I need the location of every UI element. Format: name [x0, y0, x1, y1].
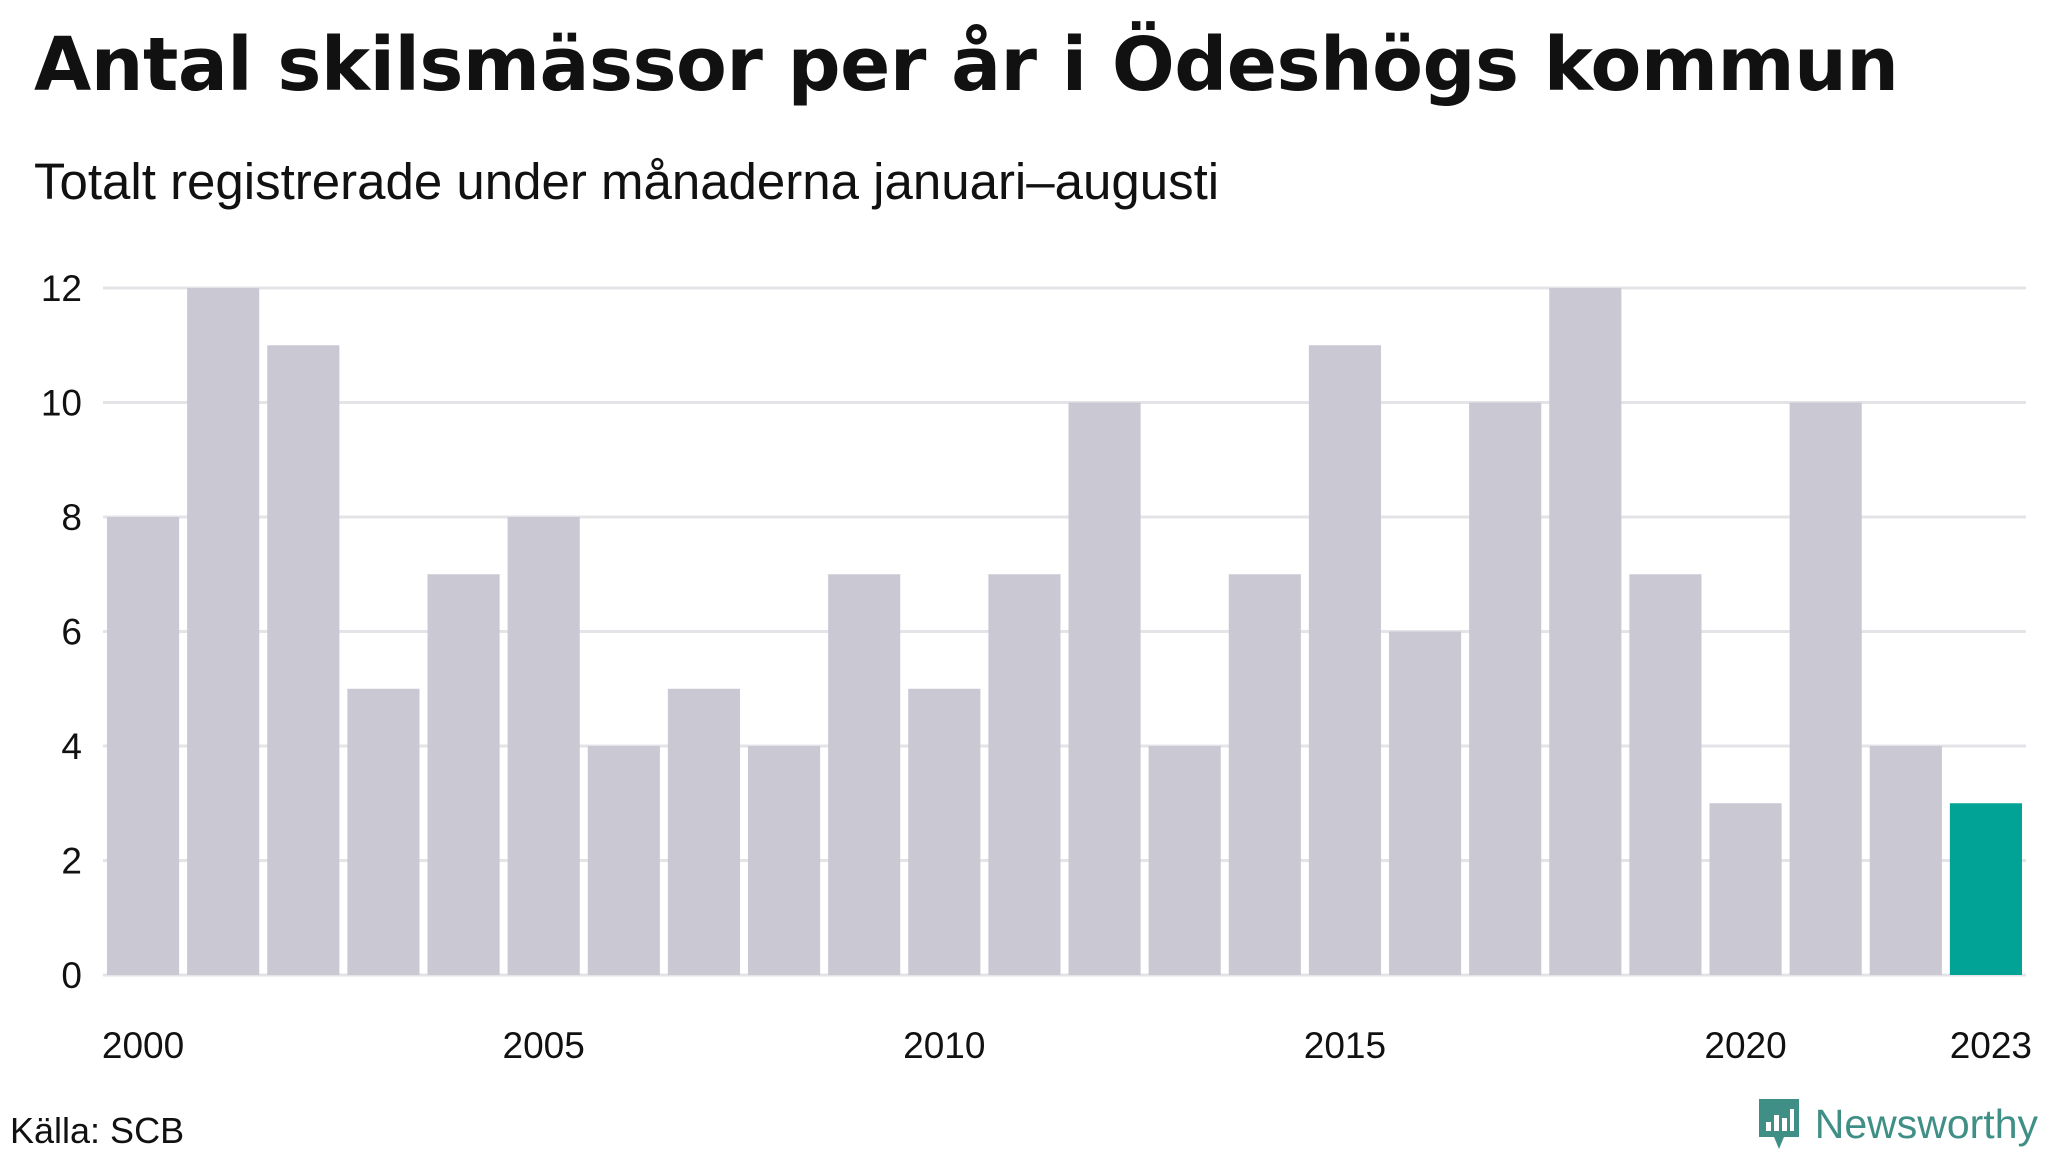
brand-name: Newsworthy: [1814, 1100, 2038, 1147]
y-tick-label: 10: [41, 383, 82, 424]
source-note: Källa: SCB: [10, 1110, 185, 1151]
bar-2016: [1389, 631, 1462, 975]
bar-2018: [1549, 288, 1622, 975]
bar-2008: [748, 746, 821, 975]
brand-logo: Newsworthy: [1757, 1097, 2038, 1151]
bar-2004: [427, 574, 500, 975]
bar-2021: [1789, 402, 1862, 975]
chart-subtitle: Totalt registrerade under månaderna janu…: [34, 153, 1220, 210]
bars: [107, 288, 2022, 975]
bar-2007: [667, 688, 740, 975]
grid-lines: [103, 286, 2026, 977]
bar-2013: [1148, 746, 1221, 975]
x-tick-label: 2023: [1950, 1025, 2032, 1066]
x-tick-label: 2000: [102, 1025, 184, 1066]
y-tick-label: 8: [61, 497, 82, 538]
bar-2000: [107, 517, 180, 975]
bar-2022: [1869, 746, 1942, 975]
y-tick-label: 4: [61, 726, 82, 767]
bar-2020: [1709, 803, 1782, 975]
bar-chart: 0 2 4 6 8 10 12 2000 2005 2010 2015 2020 2023: [41, 268, 2032, 1066]
bar-2005: [507, 517, 580, 975]
y-tick-label: 12: [41, 268, 82, 309]
x-axis-ticks: 2000 2005 2010 2015 2020 2023: [102, 1025, 2032, 1066]
y-tick-label: 0: [61, 955, 82, 996]
y-tick-label: 6: [61, 612, 82, 653]
bar-2003: [347, 688, 420, 975]
bar-2002: [267, 345, 340, 975]
x-tick-label: 2020: [1704, 1025, 1786, 1066]
bar-2001: [187, 288, 260, 975]
newsworthy-logo-icon: [1758, 1099, 1799, 1149]
y-axis-ticks: 0 2 4 6 8 10 12: [41, 268, 82, 996]
x-tick-label: 2010: [903, 1025, 985, 1066]
bar-2010: [908, 688, 981, 975]
chart-title: Antal skilsmässor per år i Ödeshögs komm…: [34, 22, 1899, 108]
bar-2019: [1629, 574, 1702, 975]
bar-2009: [828, 574, 901, 975]
bar-2012: [1068, 402, 1141, 975]
x-tick-label: 2005: [503, 1025, 585, 1066]
bar-2014: [1228, 574, 1301, 975]
bar-2015: [1308, 345, 1381, 975]
bar-2017: [1469, 402, 1542, 975]
bar-2023: [1949, 803, 2022, 975]
bar-2011: [988, 574, 1061, 975]
x-tick-label: 2015: [1304, 1025, 1386, 1066]
bar-2006: [587, 746, 660, 975]
y-tick-label: 2: [61, 841, 82, 882]
